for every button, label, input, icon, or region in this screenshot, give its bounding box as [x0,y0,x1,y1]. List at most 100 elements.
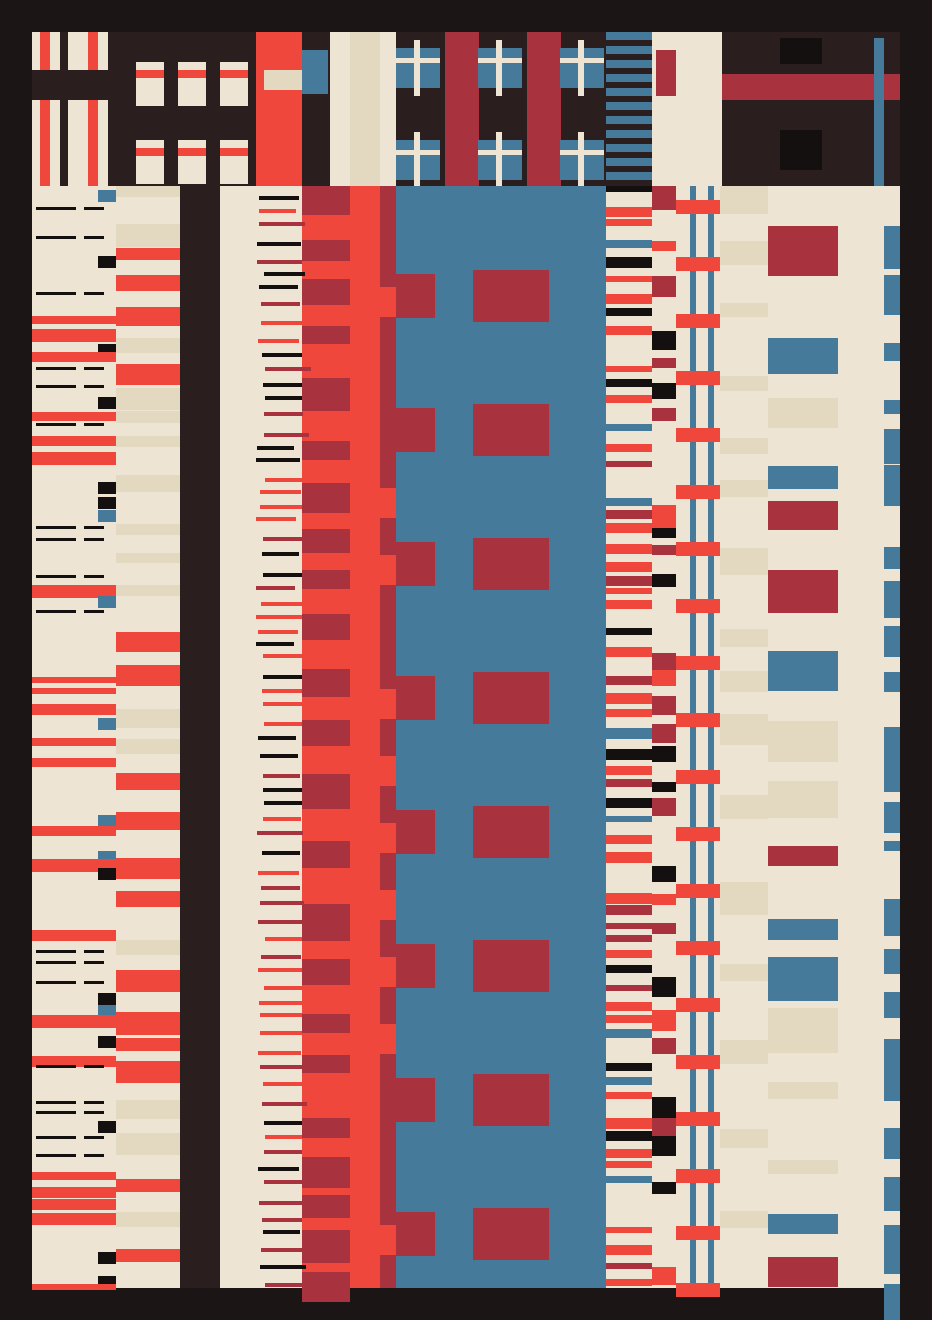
top-stripe [264,70,302,90]
stripe [259,209,296,213]
stripe [264,1121,305,1125]
stripe [36,981,76,984]
top-stripe [606,110,652,116]
stripe [884,768,900,792]
stripe [884,1071,900,1101]
window [136,62,164,106]
column-tick [380,220,396,250]
stripe [606,478,652,484]
stripe [84,981,104,984]
stripe [676,599,720,613]
stripe [606,1263,652,1269]
column-tick [380,488,396,518]
stripe [884,899,900,936]
stripe [261,1248,305,1252]
stripe [606,1131,652,1141]
stripe [768,466,838,489]
stripe [652,241,676,251]
window [178,62,206,106]
stripe [98,596,116,608]
stripe [884,1177,900,1211]
stripe [263,675,309,679]
stripe [257,831,303,835]
stripe [720,186,768,214]
column-tick [380,287,396,317]
stripe [264,986,304,990]
stripe [36,526,76,529]
stripe [606,1279,652,1286]
stripe [302,378,350,411]
stripe [261,886,300,890]
stripe [36,385,76,388]
window-band [396,1078,435,1122]
stripe [116,1100,180,1119]
stripe [98,1121,116,1133]
stripe [652,1182,676,1194]
stripe [606,728,652,739]
top-stripe [606,138,652,144]
window-bar [496,40,502,96]
stripe [652,798,676,816]
column-tick [380,1225,396,1255]
stripe [676,998,720,1012]
stripe [606,1161,652,1168]
stripe [262,1102,307,1106]
stripe [768,1214,838,1234]
stripe [32,585,116,598]
window-band [396,1212,435,1256]
window-bar [478,150,522,155]
stripe [36,1065,76,1068]
stripe [302,570,350,589]
top-block [780,130,822,170]
stripe [652,1010,676,1031]
stripe [652,1097,676,1122]
stripe [116,1061,180,1083]
column-tick [380,823,396,853]
stripe [606,873,652,883]
stripe [652,426,676,436]
stripe [768,398,838,428]
window [473,1208,549,1260]
stripe [36,1101,76,1104]
stripe [264,412,303,416]
stripe [606,1118,652,1129]
stripe [116,524,180,535]
stripe [652,276,676,297]
stripe [98,815,116,827]
stripe [606,693,652,704]
stripe [676,1283,720,1297]
stripe [606,308,652,316]
stripe [84,610,104,613]
top-stripe [606,54,652,60]
stripe [676,200,720,214]
stripe [302,614,350,640]
stripe [652,331,676,350]
stripe [98,718,116,730]
stripe [652,482,676,505]
stripe [652,1038,676,1054]
stripe [606,600,652,609]
column [350,186,380,1288]
stripe [84,367,104,370]
stripe [116,665,180,686]
top-block [256,32,302,186]
top-column [88,32,98,186]
stripe [84,1065,104,1068]
window-bar [220,148,248,156]
stripe [652,1232,676,1253]
stripe [768,226,838,263]
stripe [116,475,180,492]
stripe [262,1218,302,1222]
stripe [768,501,838,530]
top-stripe [722,74,900,100]
window-band [396,944,435,988]
window-bar [478,58,522,63]
stripe [263,383,303,387]
stripe [676,485,720,499]
stripe [884,581,900,618]
stripe [261,602,304,606]
stripe [606,1209,652,1215]
window-bar [578,40,584,96]
stripe [260,901,304,905]
stripe [84,950,104,953]
